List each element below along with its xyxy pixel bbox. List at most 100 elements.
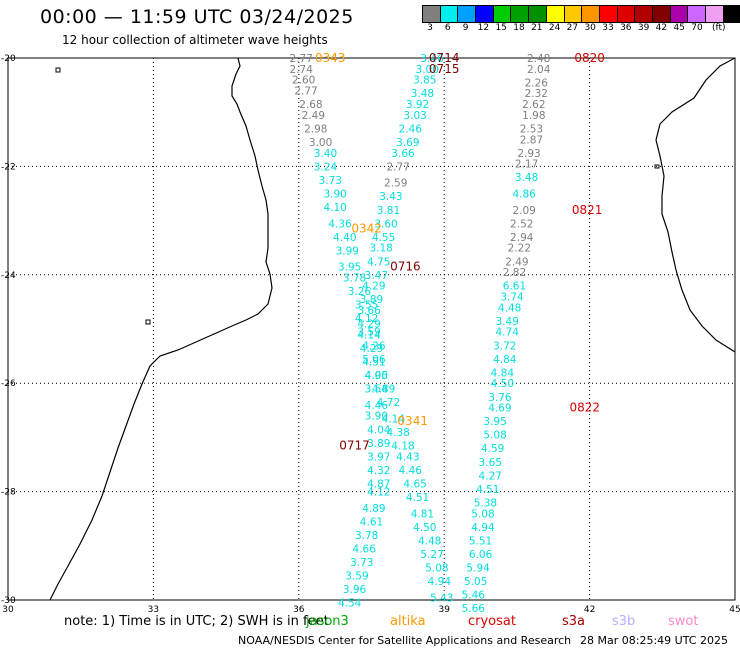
wave-height-label: 4.65 [403, 478, 426, 490]
wave-height-label: 2.09 [512, 205, 535, 217]
wave-height-label: 2.77 [386, 161, 409, 173]
wave-height-label: 4.14 [357, 329, 381, 341]
wave-height-label: 4.12 [355, 313, 378, 325]
wave-height-label: 5.51 [469, 535, 492, 547]
color-scale-tick: 39 [637, 23, 650, 33]
wave-height-label: 4.74 [496, 327, 520, 339]
wave-height-label: 4.90 [365, 370, 388, 382]
wave-height-label: 2.74 [290, 64, 314, 76]
pass-time-label: 0714 [429, 51, 460, 65]
wave-height-label: 4.89 [372, 384, 395, 396]
wave-height-label: 5.43 [430, 592, 453, 604]
color-scale-swatch [511, 6, 530, 22]
wave-height-label: 3.78 [355, 530, 378, 542]
page-title: 00:00 — 11:59 UTC 03/24/2025 [40, 6, 354, 28]
wave-height-label: 4.72 [377, 397, 400, 409]
wave-height-label: 4.54 [338, 598, 362, 610]
wave-height-label: 3.48 [515, 172, 538, 184]
latitude-tick-label: -22 [1, 162, 16, 172]
color-scale-swatch [440, 6, 459, 22]
wave-height-label: 4.29 [362, 281, 385, 293]
color-scale-swatch [458, 6, 477, 22]
wave-height-label: 3.00 [309, 137, 332, 149]
wave-height-label: 3.89 [367, 438, 390, 450]
wave-height-label: 4.86 [512, 189, 536, 201]
color-scale-tick: 45 [673, 23, 685, 33]
wave-height-label: 4.38 [386, 427, 409, 439]
longitude-tick-labels: 30 33 36 39 42 45 [2, 605, 740, 615]
pass-time-label: 0715 [429, 62, 460, 76]
wave-height-label: 4.27 [479, 470, 502, 482]
coast-islet [55, 67, 61, 73]
longitude-tick-label: 36 [293, 605, 305, 615]
wave-height-label: 4.26 [362, 340, 386, 352]
wave-height-label: 3.85 [413, 75, 436, 87]
wave-height-label: 6.61 [503, 281, 526, 293]
wave-height-label: 4.48 [418, 535, 441, 547]
pass-time-label: 0822 [569, 401, 600, 415]
wave-height-label: 4.10 [323, 202, 346, 214]
wave-height-label: 4.69 [488, 403, 511, 415]
wave-height-label: 4.18 [391, 441, 414, 453]
latitude-tick-label: -24 [1, 271, 16, 281]
wave-height-label: 5.06 [362, 354, 386, 366]
page-subtitle: 12 hour collection of altimeter wave hei… [62, 33, 328, 47]
color-scale-tick: 33 [602, 23, 614, 33]
wave-height-label: 3.89 [360, 294, 383, 306]
wave-height-label: 4.75 [367, 256, 390, 268]
coast-islet [145, 319, 151, 325]
color-scale-unit: (ft) [712, 23, 726, 33]
wave-height-label: 4.51 [476, 484, 499, 496]
color-scale-swatch [670, 6, 689, 22]
wave-height-label: 2.04 [527, 64, 551, 76]
wave-height-label: 4.40 [333, 232, 356, 244]
longitude-tick-label: 45 [729, 605, 740, 615]
wave-height-label: 4.48 [498, 302, 521, 314]
wave-height-label: 2.52 [510, 218, 533, 230]
wave-height-label: 3.99 [336, 245, 359, 257]
wave-height-label: 2.53 [520, 123, 543, 135]
wave-height-label: 3.48 [411, 88, 434, 100]
color-scale-swatch [423, 6, 441, 22]
wave-height-label: 5.66 [462, 603, 486, 615]
wave-height-label: 4.51 [406, 492, 429, 504]
wave-height-label: 2.87 [520, 134, 543, 146]
wave-height-label: 3.74 [500, 291, 524, 303]
latitude-tick-label: -26 [1, 379, 16, 389]
wave-height-label: 3.40 [314, 148, 337, 160]
wave-height-label: 2.26 [525, 77, 549, 89]
color-scale-tick: 24 [548, 23, 561, 33]
pass-time-label: 0716 [390, 260, 421, 274]
color-scale-swatch [617, 6, 636, 22]
wave-height-label: 3.43 [379, 191, 402, 203]
wave-height-label: 4.94 [471, 522, 495, 534]
color-scale-bar [422, 5, 740, 23]
wave-height-label: 3.66 [391, 148, 415, 160]
wave-height-label: 3.59 [357, 327, 380, 339]
color-scale-swatch [582, 6, 600, 22]
wave-height-label: 4.04 [367, 424, 391, 436]
satellite-legend-item: altika [390, 614, 426, 629]
wave-height-label: 2.77 [290, 53, 313, 65]
pass-time-label: 0343 [315, 51, 346, 65]
pass-time-label: 0341 [397, 414, 428, 428]
wave-height-label: 4.50 [491, 378, 514, 390]
altimeter-tracks: 2.772.742.602.772.682.492.983.003.403.24… [290, 53, 551, 615]
wave-height-label: 2.60 [292, 75, 315, 87]
wave-height-label: 4.46 [365, 400, 389, 412]
wave-height-label: 3.66 [357, 305, 381, 317]
color-scale-tick: 18 [513, 23, 525, 33]
color-scale-tick: 27 [566, 23, 579, 33]
longitude-tick-label: 39 [438, 605, 450, 615]
wave-height-label: 3.47 [365, 270, 388, 282]
color-scale-swatch [688, 6, 706, 22]
wave-height-label: 5.38 [474, 497, 497, 509]
wave-height-label: 5.27 [420, 549, 443, 561]
wave-height-label: 3.90 [323, 189, 346, 201]
color-scale-swatch [476, 6, 494, 22]
latitude-tick-label: -30 [1, 596, 16, 606]
wave-height-label: 3.90 [365, 411, 388, 423]
color-scale-tick: 3 [427, 23, 433, 33]
map-frame [7, 57, 736, 601]
